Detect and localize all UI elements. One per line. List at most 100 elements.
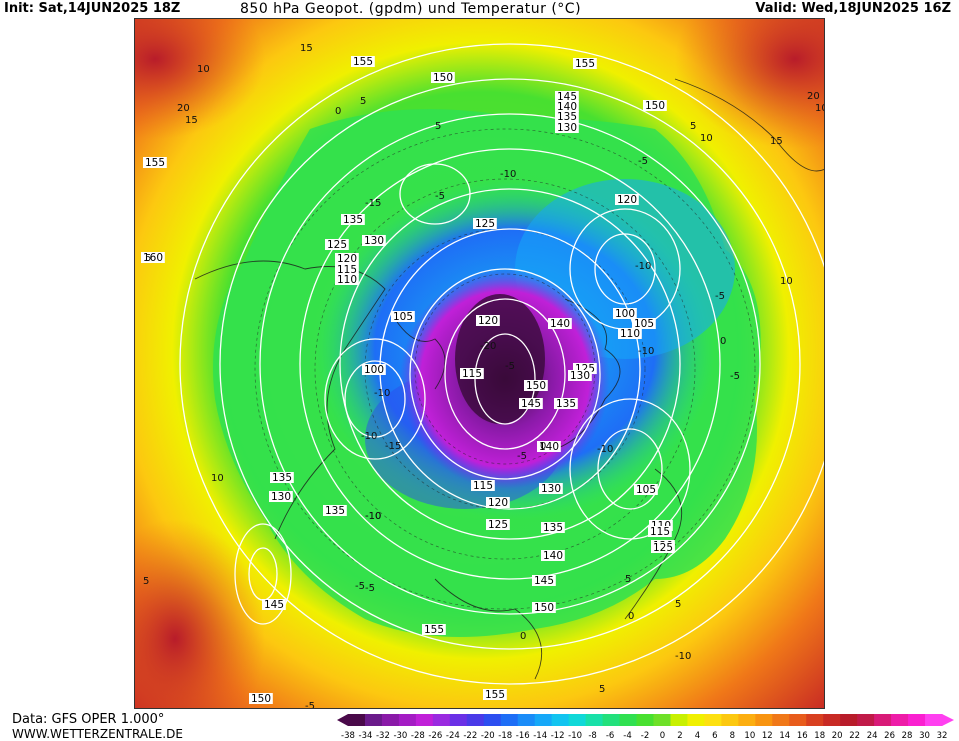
svg-text:150: 150 (433, 72, 453, 84)
legend-swatch (619, 714, 638, 726)
temperature-label: -5 (435, 191, 445, 202)
legend-swatch (772, 714, 790, 726)
legend-tick-label: 16 (797, 731, 808, 741)
temperature-label: -15 (365, 198, 381, 209)
geopotential-label: 150 (431, 72, 455, 84)
legend-swatch (415, 714, 434, 726)
geopotential-label: 140 (555, 101, 579, 113)
geopotential-label: 105 (634, 484, 658, 496)
legend-swatch (840, 714, 858, 726)
geopotential-label: 100 (613, 308, 637, 320)
legend-swatch (534, 714, 553, 726)
temperature-label: 20 (807, 91, 820, 102)
geopotential-label: 110 (335, 274, 359, 286)
svg-text:105: 105 (393, 311, 413, 323)
svg-text:150: 150 (251, 693, 271, 705)
svg-text:115: 115 (473, 480, 493, 492)
legend-tick-label: -20 (481, 731, 495, 741)
svg-text:145: 145 (534, 575, 554, 587)
temperature-label: -5 (505, 361, 515, 372)
geopotential-label: 140 (537, 441, 561, 453)
svg-text:115: 115 (462, 368, 482, 380)
svg-text:155: 155 (424, 624, 444, 636)
geopotential-label: 130 (568, 370, 592, 382)
legend-tick-label: 10 (744, 731, 755, 741)
geopotential-label: 150 (643, 100, 667, 112)
temperature-label: 15 (185, 115, 198, 126)
legend-swatch (823, 714, 841, 726)
legend-swatch (500, 714, 519, 726)
temperature-label: 5 (675, 599, 681, 610)
geopotential-label: 125 (325, 239, 349, 251)
svg-text:130: 130 (557, 122, 577, 134)
svg-text:135: 135 (557, 111, 577, 123)
legend-tick-label: 4 (695, 731, 700, 741)
legend-swatch (398, 714, 417, 726)
warm-region-southwest (135, 519, 265, 708)
geopotential-label: 115 (648, 526, 672, 538)
geopotential-label: 125 (651, 542, 675, 554)
svg-text:155: 155 (485, 689, 505, 701)
temperature-label: -10 (361, 431, 377, 442)
legend-tick-label: -14 (533, 731, 547, 741)
svg-text:110: 110 (337, 274, 357, 286)
legend-tick-label: 32 (937, 731, 948, 741)
temperature-label: 5 (435, 121, 441, 132)
temperature-label: -10 (374, 388, 390, 399)
legend-tick-label: -4 (623, 731, 631, 741)
svg-text:120: 120 (478, 315, 498, 327)
weather-map: 155 150 155 150 145 140 135 130 155 135 130 125 120 1… (134, 18, 825, 709)
temperature-label: 10 (211, 473, 224, 484)
legend-swatch (806, 714, 824, 726)
temperature-label: -5 (730, 371, 740, 382)
svg-text:130: 130 (570, 370, 590, 382)
svg-text:135: 135 (272, 472, 292, 484)
legend-swatch (432, 714, 451, 726)
geopotential-label: 130 (269, 491, 293, 503)
legend-tick-label: 30 (919, 731, 930, 741)
geopotential-label: 155 (351, 56, 375, 68)
temperature-label: -5 (517, 451, 527, 462)
svg-text:100: 100 (615, 308, 635, 320)
legend-tick-label: -6 (606, 731, 614, 741)
init-time-label: Init: Sat,14JUN2025 18Z (4, 1, 181, 16)
svg-text:150: 150 (534, 602, 554, 614)
svg-text:125: 125 (653, 542, 673, 554)
legend-tick-label: 24 (867, 731, 878, 741)
legend-tick-label: -8 (588, 731, 596, 741)
legend-swatch (585, 714, 604, 726)
temperature-label: -5 (638, 156, 648, 167)
geopotential-label: 105 (632, 318, 656, 330)
geopotential-label: 145 (532, 575, 556, 587)
legend-tick-label: -18 (498, 731, 512, 741)
temperature-label: 0 (335, 106, 341, 117)
legend-swatch (755, 714, 773, 726)
geopotential-label: 135 (555, 111, 579, 123)
geopotential-label: 115 (335, 264, 359, 276)
geopotential-label: 155 (483, 689, 507, 701)
geopotential-label: 135 (541, 522, 565, 534)
geopotential-label: 100 (362, 364, 386, 376)
svg-text:145: 145 (264, 599, 284, 611)
geopotential-label: 125 (486, 519, 510, 531)
geopotential-label: 120 (335, 253, 359, 265)
legend-tick-label: -38 (341, 731, 355, 741)
svg-text:160: 160 (143, 252, 163, 264)
svg-text:140: 140 (550, 318, 570, 330)
temperature-label: 5 (360, 96, 366, 107)
legend-tick-label: -32 (376, 731, 390, 741)
legend-swatch (381, 714, 400, 726)
temperature-label: 5 (625, 574, 631, 585)
temperature-label: -15 (385, 441, 401, 452)
temperature-label: 5 (145, 253, 151, 264)
legend-swatch (687, 714, 705, 726)
svg-text:135: 135 (556, 398, 576, 410)
geopotential-label: 155 (422, 624, 446, 636)
svg-text:140: 140 (539, 441, 559, 453)
geopotential-label: 120 (476, 315, 500, 327)
legend-tick-label: -30 (393, 731, 407, 741)
website-label: WWW.WETTERZENTRALE.DE (12, 727, 183, 741)
temperature-label: -5 (305, 701, 315, 709)
svg-text:105: 105 (636, 484, 656, 496)
